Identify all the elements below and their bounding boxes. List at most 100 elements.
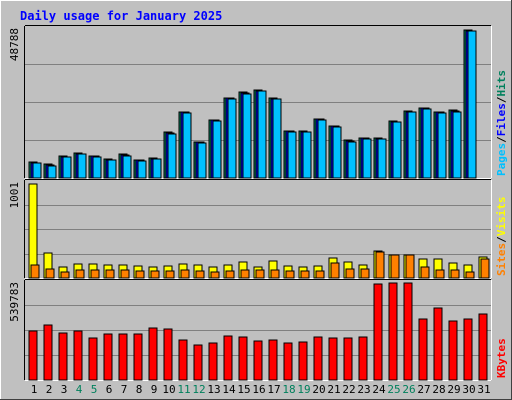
bar-kbytes-day-29	[448, 320, 458, 381]
bar-kbytes-day-9	[148, 327, 158, 381]
x-tick-label-14: 14	[222, 383, 236, 396]
legend-item-0: Sites	[495, 243, 508, 276]
bar-sites-day-5	[90, 269, 100, 279]
chart-panels: 48788Pages/Files/Hits1001Sites/Visits539…	[8, 25, 508, 381]
bar-pages-day-8	[137, 160, 147, 179]
bar-kbytes-day-18	[283, 342, 293, 381]
y-max-label-hits-files-pages: 48788	[8, 28, 21, 61]
bar-kbytes-day-22	[343, 337, 353, 381]
bar-sites-day-22	[345, 268, 355, 279]
bar-pages-day-7	[122, 155, 132, 179]
bar-pages-day-9	[152, 158, 162, 179]
bar-visits-day-1	[28, 183, 38, 279]
x-tick-label-18: 18	[282, 383, 295, 396]
legend-item-4: Hits	[495, 70, 508, 97]
bar-pages-day-30	[467, 30, 477, 179]
series-kbytes	[28, 282, 488, 381]
bar-pages-day-10	[167, 133, 177, 179]
x-tick-label-21: 21	[327, 383, 340, 396]
series-pages	[32, 30, 477, 179]
legend-item-0: KBytes	[495, 338, 508, 378]
bar-kbytes-day-20	[313, 336, 323, 381]
legend-item-1: /	[495, 136, 508, 143]
bar-kbytes-day-12	[193, 344, 203, 381]
x-tick-label-15: 15	[237, 383, 250, 396]
bar-kbytes-day-3	[58, 332, 68, 381]
bar-kbytes-day-6	[103, 333, 113, 381]
panel-visits-sites: 1001 Sites/Visits	[8, 179, 508, 279]
bar-sites-day-7	[120, 269, 130, 279]
bar-sites-day-23	[360, 268, 370, 279]
bar-sites-day-21	[330, 262, 340, 279]
bar-kbytes-day-27	[418, 318, 428, 381]
bar-pages-day-12	[197, 142, 207, 179]
bar-kbytes-day-19	[298, 341, 308, 381]
legend-item-3: /	[495, 96, 508, 103]
legend-item-1: /	[495, 236, 508, 243]
bar-pages-day-14	[227, 98, 237, 179]
x-tick-label-19: 19	[297, 383, 310, 396]
legend-item-0: Pages	[495, 143, 508, 176]
x-tick-label-8: 8	[136, 383, 143, 396]
legend-visits-sites: Sites/Visits	[495, 197, 508, 277]
bar-kbytes-day-1	[28, 330, 38, 381]
bar-sites-day-14	[225, 270, 235, 279]
x-tick-label-23: 23	[357, 383, 370, 396]
bar-sites-day-9	[150, 270, 160, 279]
x-tick-label-9: 9	[151, 383, 158, 396]
chart-title: Daily usage for January 2025	[20, 9, 222, 23]
x-tick-label-29: 29	[447, 383, 460, 396]
bar-sites-day-13	[210, 271, 220, 279]
x-tick-label-12: 12	[192, 383, 205, 396]
bar-sites-day-19	[300, 270, 310, 279]
x-tick-label-10: 10	[162, 383, 175, 396]
legend-item-2: Files	[495, 103, 508, 136]
bar-pages-day-28	[437, 112, 447, 179]
bar-kbytes-day-14	[223, 335, 233, 381]
bar-pages-day-2	[47, 165, 57, 179]
bar-sites-day-20	[315, 270, 325, 279]
bar-kbytes-day-17	[268, 339, 278, 381]
x-tick-label-20: 20	[312, 383, 325, 396]
x-axis-labels: 1 2 3 4 5 6 7 8 9 10 11 12 13 14 15 16 17 18 19 20 21 22 23 24 2…	[31, 383, 491, 396]
panel-kbytes: 539783 KBytes	[8, 279, 508, 381]
bar-pages-day-27	[422, 108, 432, 179]
bar-sites-day-12	[195, 270, 205, 279]
bar-kbytes-day-23	[358, 336, 368, 381]
x-tick-label-4: 4	[76, 383, 83, 396]
bar-sites-day-4	[75, 269, 85, 279]
bar-kbytes-day-8	[133, 333, 143, 381]
bar-kbytes-day-30	[463, 318, 473, 381]
bar-kbytes-day-26	[403, 282, 413, 381]
x-tick-label-31: 31	[477, 383, 490, 396]
x-tick-label-27: 27	[417, 383, 430, 396]
bar-sites-day-3	[60, 271, 70, 279]
bar-pages-day-23	[362, 138, 372, 179]
bar-kbytes-day-31	[478, 313, 488, 381]
bar-kbytes-day-28	[433, 307, 443, 381]
bar-kbytes-day-7	[118, 333, 128, 381]
bar-kbytes-day-5	[88, 337, 98, 381]
x-tick-label-25: 25	[387, 383, 400, 396]
bar-pages-day-24	[377, 138, 387, 179]
x-tick-label-11: 11	[177, 383, 190, 396]
bar-pages-day-25	[392, 121, 402, 179]
bar-pages-day-1	[32, 162, 42, 179]
y-max-label-kbytes: 539783	[8, 282, 21, 322]
bar-kbytes-day-2	[43, 324, 53, 381]
bar-sites-day-17	[270, 269, 280, 279]
x-tick-label-13: 13	[207, 383, 220, 396]
bar-pages-day-19	[302, 131, 312, 179]
bar-kbytes-day-11	[178, 339, 188, 381]
x-tick-label-24: 24	[372, 383, 386, 396]
series-sites	[30, 251, 490, 279]
bar-sites-day-29	[450, 269, 460, 279]
bar-sites-day-24	[375, 251, 385, 279]
legend-hits-files-pages: Pages/Files/Hits	[495, 70, 508, 176]
bar-pages-day-4	[77, 153, 87, 179]
bar-pages-day-26	[407, 111, 417, 179]
bar-pages-day-29	[452, 111, 462, 179]
bar-kbytes-day-16	[253, 340, 263, 381]
